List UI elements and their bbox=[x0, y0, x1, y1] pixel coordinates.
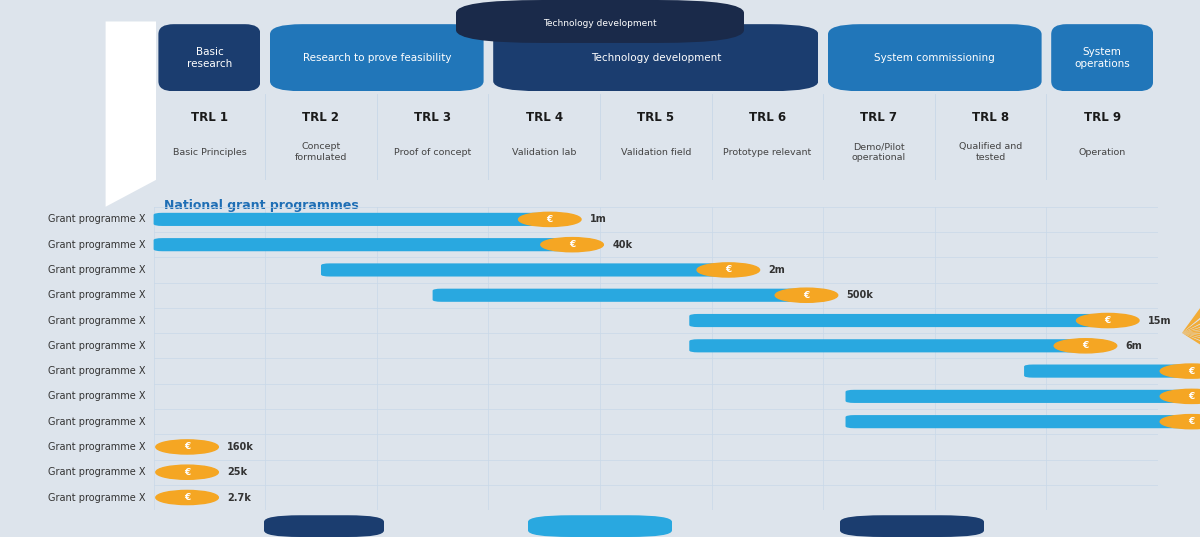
Text: €: € bbox=[547, 215, 553, 224]
Text: Grant programme X: Grant programme X bbox=[48, 214, 146, 224]
FancyBboxPatch shape bbox=[1051, 24, 1153, 91]
Text: €: € bbox=[1105, 316, 1111, 325]
Text: Prototype relevant: Prototype relevant bbox=[724, 148, 811, 157]
Text: €: € bbox=[1188, 417, 1195, 426]
Text: TRL 8: TRL 8 bbox=[972, 111, 1009, 124]
Text: 6m: 6m bbox=[1126, 341, 1142, 351]
Text: Grant programme X: Grant programme X bbox=[48, 366, 146, 376]
Circle shape bbox=[1160, 415, 1200, 429]
Text: 2m: 2m bbox=[768, 265, 785, 275]
Text: Grant programme X: Grant programme X bbox=[48, 240, 146, 250]
FancyBboxPatch shape bbox=[828, 24, 1042, 91]
Circle shape bbox=[156, 490, 218, 505]
FancyBboxPatch shape bbox=[456, 0, 744, 43]
Circle shape bbox=[1076, 314, 1139, 328]
FancyBboxPatch shape bbox=[158, 24, 260, 91]
Text: Grant programme X: Grant programme X bbox=[48, 417, 146, 427]
Wedge shape bbox=[1182, 333, 1200, 380]
Wedge shape bbox=[1182, 333, 1200, 367]
FancyBboxPatch shape bbox=[840, 515, 984, 537]
Circle shape bbox=[156, 440, 218, 454]
Text: 15m: 15m bbox=[1148, 316, 1171, 325]
Text: Grant programme X: Grant programme X bbox=[48, 341, 146, 351]
Circle shape bbox=[1055, 339, 1117, 353]
Text: €: € bbox=[184, 468, 191, 477]
Text: Validation lab: Validation lab bbox=[512, 148, 576, 157]
Text: 25k: 25k bbox=[227, 467, 247, 477]
Text: Grant programme X: Grant programme X bbox=[48, 391, 146, 401]
Text: TRL 6: TRL 6 bbox=[749, 111, 786, 124]
Circle shape bbox=[697, 263, 760, 277]
Text: 160k: 160k bbox=[227, 442, 254, 452]
FancyBboxPatch shape bbox=[433, 289, 806, 302]
Text: €: € bbox=[803, 291, 810, 300]
FancyBboxPatch shape bbox=[154, 238, 572, 251]
Wedge shape bbox=[1182, 266, 1200, 333]
Text: 2.7k: 2.7k bbox=[227, 492, 251, 503]
Text: €: € bbox=[184, 493, 191, 502]
Text: Technology development: Technology development bbox=[590, 53, 721, 63]
Text: €: € bbox=[1188, 392, 1195, 401]
Wedge shape bbox=[1182, 309, 1200, 333]
Text: Grant programme X: Grant programme X bbox=[48, 290, 146, 300]
Text: Concept
formulated: Concept formulated bbox=[295, 142, 347, 163]
FancyBboxPatch shape bbox=[322, 263, 728, 277]
FancyBboxPatch shape bbox=[154, 213, 550, 226]
Text: TRL 7: TRL 7 bbox=[860, 111, 898, 124]
Text: TRL 9: TRL 9 bbox=[1084, 111, 1121, 124]
Text: €: € bbox=[184, 442, 191, 452]
Text: €: € bbox=[1188, 367, 1195, 375]
Circle shape bbox=[775, 288, 838, 302]
FancyBboxPatch shape bbox=[528, 515, 672, 537]
FancyBboxPatch shape bbox=[689, 314, 1108, 327]
FancyBboxPatch shape bbox=[1024, 365, 1192, 378]
Text: Basic Principles: Basic Principles bbox=[173, 148, 246, 157]
Text: Grant programme X: Grant programme X bbox=[48, 442, 146, 452]
Text: Proof of concept: Proof of concept bbox=[394, 148, 472, 157]
Text: €: € bbox=[1082, 342, 1088, 350]
Wedge shape bbox=[1182, 333, 1200, 352]
Text: TRL 1: TRL 1 bbox=[191, 111, 228, 124]
Text: Qualified and
tested: Qualified and tested bbox=[959, 142, 1022, 163]
Wedge shape bbox=[1182, 282, 1200, 333]
Text: Operation: Operation bbox=[1079, 148, 1126, 157]
Text: 1m: 1m bbox=[590, 214, 607, 224]
Text: €: € bbox=[725, 265, 732, 274]
FancyBboxPatch shape bbox=[846, 390, 1192, 403]
FancyBboxPatch shape bbox=[264, 515, 384, 537]
FancyBboxPatch shape bbox=[270, 24, 484, 91]
Wedge shape bbox=[1182, 273, 1200, 333]
Text: Grant programme X: Grant programme X bbox=[48, 316, 146, 325]
Text: 500k: 500k bbox=[847, 290, 874, 300]
Circle shape bbox=[541, 237, 604, 252]
Text: Grant programme X: Grant programme X bbox=[48, 492, 146, 503]
Text: Grant programme X: Grant programme X bbox=[48, 265, 146, 275]
Wedge shape bbox=[1182, 324, 1200, 337]
FancyBboxPatch shape bbox=[846, 415, 1192, 428]
Text: Research to prove feasibility: Research to prove feasibility bbox=[302, 53, 451, 63]
Text: System commissioning: System commissioning bbox=[875, 53, 995, 63]
Circle shape bbox=[1160, 389, 1200, 403]
Text: Grant programme X: Grant programme X bbox=[48, 467, 146, 477]
Text: Technology development: Technology development bbox=[544, 19, 656, 28]
Text: TRL 2: TRL 2 bbox=[302, 111, 340, 124]
Text: Demo/Pilot
operational: Demo/Pilot operational bbox=[852, 142, 906, 163]
Text: National grant programmes: National grant programmes bbox=[163, 199, 359, 212]
Text: Basic
research: Basic research bbox=[187, 47, 232, 69]
Text: System
operations: System operations bbox=[1074, 47, 1130, 69]
Text: TRL 3: TRL 3 bbox=[414, 111, 451, 124]
FancyBboxPatch shape bbox=[689, 339, 1086, 352]
Polygon shape bbox=[106, 21, 156, 207]
Text: TRL 5: TRL 5 bbox=[637, 111, 674, 124]
Circle shape bbox=[156, 465, 218, 480]
Text: TRL 4: TRL 4 bbox=[526, 111, 563, 124]
FancyBboxPatch shape bbox=[493, 24, 818, 91]
Text: Validation field: Validation field bbox=[620, 148, 691, 157]
Wedge shape bbox=[1182, 295, 1200, 333]
Text: 40k: 40k bbox=[612, 240, 632, 250]
Text: €: € bbox=[569, 240, 575, 249]
Circle shape bbox=[1160, 364, 1200, 378]
Wedge shape bbox=[1182, 333, 1200, 390]
Circle shape bbox=[518, 212, 581, 227]
